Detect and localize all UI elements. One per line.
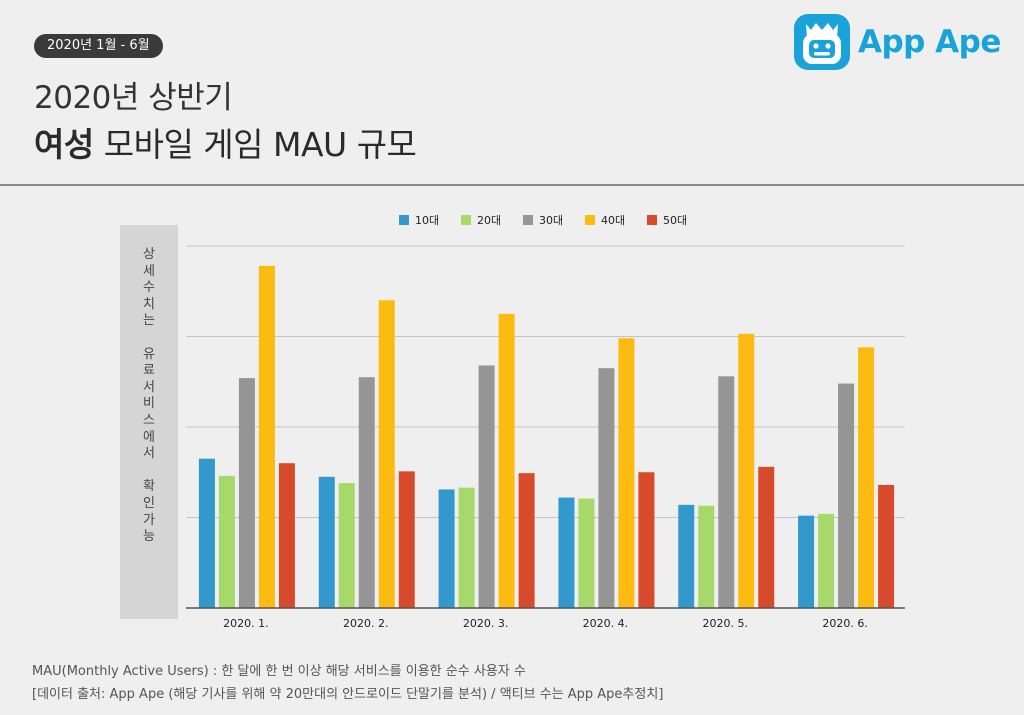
bar-40대-2020. 2. (378, 300, 395, 608)
bar-30대-2020. 2. (358, 377, 375, 608)
legend-swatch-40대 (585, 215, 595, 225)
legend-label: 50대 (663, 214, 687, 227)
bar-40대-2020. 1. (258, 265, 275, 608)
bar-30대-2020. 5. (718, 376, 735, 608)
legend-label: 10대 (415, 214, 439, 227)
bar-20대-2020. 3. (458, 487, 475, 608)
period-badge: 2020년 1월 - 6월 (34, 34, 163, 58)
page-title: 여성 모바일 게임 MAU 규모 (34, 118, 417, 166)
bar-20대-2020. 2. (338, 483, 355, 608)
bar-20대-2020. 1. (218, 475, 235, 608)
bar-chart: 2020. 1. 2020. 2. 2020. 3. 2020. 4. 2020. 5.… (186, 214, 905, 630)
app-ape-logo: App Ape (794, 12, 1001, 72)
page-title-rest: 모바일 게임 MAU 규모 (93, 125, 417, 164)
x-tick-label: 2020. 3. (463, 617, 508, 630)
bar-30대-2020. 1. (238, 378, 255, 608)
footnote-data-source: [데이터 출처: App Ape (해당 기사를 위해 약 20만대의 안드로이… (32, 687, 664, 702)
x-tick-label: 2020. 5. (703, 617, 748, 630)
bar-10대-2020. 6. (798, 515, 815, 608)
page-subtitle: 2020년 상반기 (34, 80, 233, 116)
bar-20대-2020. 5. (698, 505, 715, 608)
ape-face-icon (794, 14, 850, 70)
bar-10대-2020. 1. (198, 458, 215, 608)
bar-30대-2020. 6. (838, 383, 855, 608)
legend-swatch-10대 (399, 215, 409, 225)
bar-30대-2020. 4. (598, 368, 615, 608)
x-tick-label: 2020. 2. (343, 617, 388, 630)
footnote-mau-definition: MAU(Monthly Active Users) : 한 달에 한 번 이상 … (32, 664, 526, 679)
x-tick-label: 2020. 4. (583, 617, 628, 630)
bar-50대-2020. 1. (278, 463, 295, 608)
bar-10대-2020. 4. (558, 497, 575, 608)
bar-20대-2020. 4. (578, 498, 595, 608)
bar-10대-2020. 3. (438, 489, 455, 608)
bar-50대-2020. 4. (638, 472, 655, 608)
bar-40대-2020. 4. (618, 338, 635, 608)
bar-10대-2020. 2. (318, 476, 335, 608)
header-divider (0, 184, 1024, 186)
bar-50대-2020. 2. (398, 471, 415, 608)
page-title-highlight: 여성 (34, 125, 94, 164)
bar-30대-2020. 3. (478, 365, 495, 608)
bar-10대-2020. 5. (678, 504, 695, 608)
x-tick-label: 2020. 6. (822, 617, 867, 630)
side-note-text: 상 세 수 치 는 유 료 서 비 스 에 서 확 인 가 능 (143, 247, 155, 545)
legend-swatch-20대 (461, 215, 471, 225)
bar-50대-2020. 5. (758, 466, 775, 608)
x-tick-label: 2020. 1. (223, 617, 268, 630)
legend-swatch-50대 (647, 215, 657, 225)
bar-20대-2020. 6. (818, 513, 835, 608)
bar-50대-2020. 3. (518, 473, 535, 608)
bar-50대-2020. 6. (878, 484, 895, 608)
legend-label: 30대 (539, 214, 563, 227)
bar-40대-2020. 5. (738, 333, 755, 608)
bar-40대-2020. 3. (498, 313, 515, 608)
legend-label: 40대 (601, 214, 625, 227)
legend-label: 20대 (477, 214, 501, 227)
logo-text: App Ape (858, 24, 1001, 60)
side-note-box: 상 세 수 치 는 유 료 서 비 스 에 서 확 인 가 능 (120, 225, 178, 619)
bar-40대-2020. 6. (858, 347, 875, 608)
legend-swatch-30대 (523, 215, 533, 225)
